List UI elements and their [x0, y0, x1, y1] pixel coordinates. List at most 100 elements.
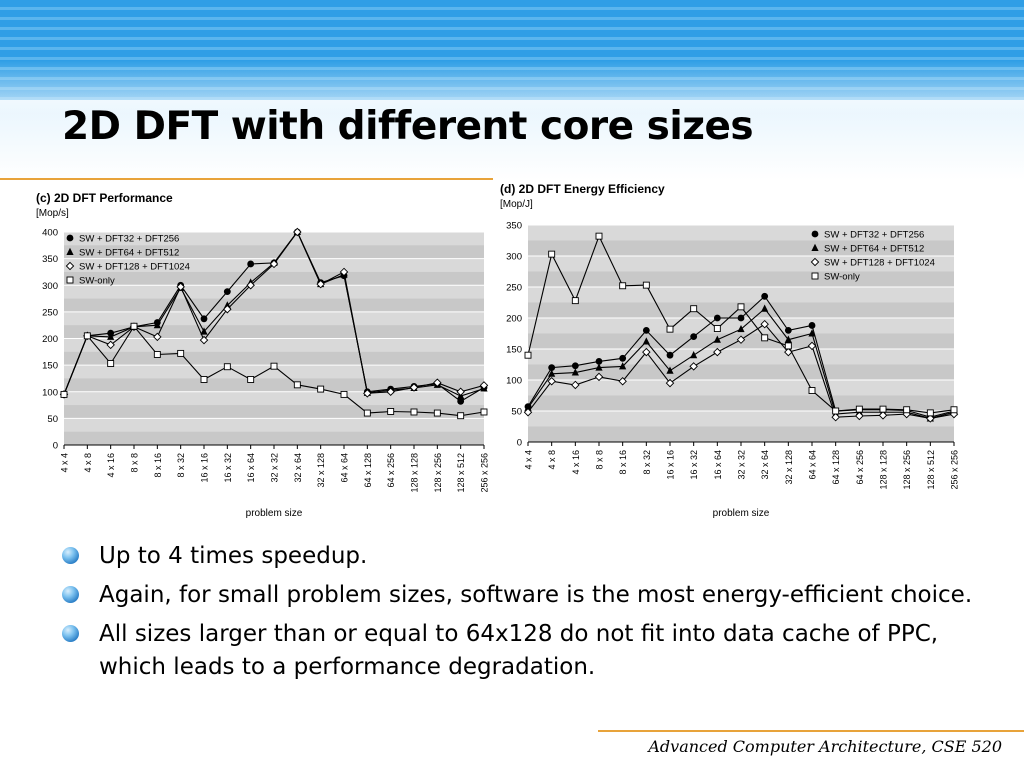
- x-tick-label: 8 x 8: [130, 453, 140, 473]
- x-tick-label: 128 x 128: [410, 453, 420, 493]
- grid-band: [64, 271, 484, 286]
- data-point: [480, 408, 488, 416]
- data-point: [457, 412, 465, 420]
- grid-band: [528, 395, 954, 411]
- y-tick-label: 300: [506, 252, 522, 263]
- data-point: [107, 332, 115, 340]
- x-tick-label: 128 x 256: [433, 453, 443, 493]
- data-point: [689, 362, 698, 371]
- bullet-item: Up to 4 times speedup.: [62, 540, 982, 573]
- data-point: [524, 351, 532, 359]
- bullet-text: All sizes larger than or equal to 64x128…: [99, 621, 939, 680]
- x-tick-label: 8 x 32: [176, 453, 186, 478]
- bullet-icon: [62, 625, 79, 642]
- data-point: [200, 327, 208, 335]
- x-tick-label: 32 x 32: [270, 453, 280, 483]
- data-point: [363, 389, 372, 398]
- data-point: [595, 363, 603, 371]
- legend-entry: SW-only: [824, 272, 860, 283]
- data-point: [247, 260, 255, 268]
- legend-marker: [66, 247, 74, 255]
- chart-title: (d) 2D DFT Energy Efficiency: [500, 182, 665, 196]
- bullet-icon: [62, 586, 79, 603]
- x-tick-label: 8 x 16: [618, 450, 628, 475]
- legend-entry: SW + DFT128 + DFT1024: [79, 262, 190, 273]
- data-point: [736, 335, 746, 344]
- data-point: [386, 387, 395, 396]
- legend-entry: SW + DFT32 + DFT256: [79, 234, 179, 245]
- bullet-text: Up to 4 times speedup.: [99, 543, 368, 569]
- bullet-item: All sizes larger than or equal to 64x128…: [62, 618, 982, 684]
- legend-marker: [65, 261, 75, 271]
- data-point: [571, 297, 579, 305]
- y-tick-label: 300: [42, 281, 58, 292]
- y-tick-label: 350: [506, 221, 522, 232]
- data-point: [665, 378, 675, 388]
- data-point: [363, 409, 371, 417]
- data-point: [594, 372, 604, 382]
- y-tick-label: 0: [53, 441, 58, 452]
- data-point: [547, 377, 556, 386]
- data-point: [571, 362, 579, 370]
- data-point: [713, 314, 721, 322]
- data-point: [548, 364, 556, 371]
- y-tick-label: 350: [42, 254, 58, 265]
- data-point: [177, 349, 185, 357]
- x-tick-label: 64 x 128: [363, 453, 373, 488]
- data-point: [760, 319, 769, 329]
- data-point: [878, 411, 888, 420]
- legend-marker: [811, 243, 819, 251]
- x-tick-label: 128 x 512: [926, 450, 936, 490]
- legend-marker: [811, 230, 819, 238]
- x-tick-label: 16 x 32: [689, 450, 699, 480]
- data-point: [761, 304, 769, 312]
- data-point: [433, 409, 441, 417]
- grid-band: [64, 298, 484, 312]
- data-point: [223, 363, 231, 371]
- grid-band: [528, 426, 954, 442]
- x-tick-label: 16 x 32: [223, 453, 233, 483]
- data-point: [153, 351, 161, 358]
- x-tick-label: 16 x 64: [246, 453, 256, 483]
- x-tick-label: 64 x 128: [831, 450, 841, 485]
- data-point: [642, 347, 651, 357]
- data-point: [618, 377, 627, 386]
- x-tick-label: 4 x 8: [83, 453, 93, 473]
- grid-band: [64, 351, 484, 366]
- data-point: [666, 351, 674, 359]
- data-point: [433, 378, 442, 387]
- data-point: [457, 397, 465, 405]
- y-tick-label: 50: [511, 407, 522, 418]
- data-point: [713, 335, 721, 343]
- data-point: [831, 412, 840, 422]
- data-point: [60, 390, 68, 398]
- data-point: [737, 303, 745, 311]
- performance-chart: (c) 2D DFT Performance [Mop/s] 0 50 100 150 20…: [30, 186, 492, 526]
- data-point: [223, 288, 231, 296]
- data-point: [619, 354, 627, 362]
- x-tick-label: 64 x 64: [340, 453, 350, 483]
- y-tick-label: 200: [506, 314, 522, 325]
- x-tick-label: 64 x 256: [855, 450, 865, 485]
- x-tick-label: 32 x 32: [737, 450, 747, 480]
- x-tick-label: 32 x 128: [784, 450, 794, 485]
- data-point: [713, 325, 721, 332]
- legend-marker: [66, 234, 74, 242]
- data-point: [317, 385, 325, 393]
- data-point: [595, 232, 603, 240]
- legend-marker: [66, 276, 74, 284]
- x-tick-label: 256 x 256: [950, 450, 960, 490]
- data-point: [595, 358, 603, 365]
- bullet-item: Again, for small problem sizes, software…: [62, 579, 982, 612]
- data-point: [690, 351, 698, 359]
- y-tick-label: 150: [42, 361, 58, 372]
- x-tick-label: 32 x 128: [316, 453, 326, 488]
- x-tick-label: 64 x 256: [386, 453, 396, 488]
- grid-band: [528, 240, 954, 256]
- y-tick-label: 0: [517, 438, 522, 449]
- data-point: [270, 362, 278, 370]
- bullet-text: Again, for small problem sizes, software…: [99, 582, 973, 608]
- data-point: [713, 347, 722, 357]
- data-point: [808, 387, 816, 394]
- x-tick-label: 128 x 256: [902, 450, 912, 490]
